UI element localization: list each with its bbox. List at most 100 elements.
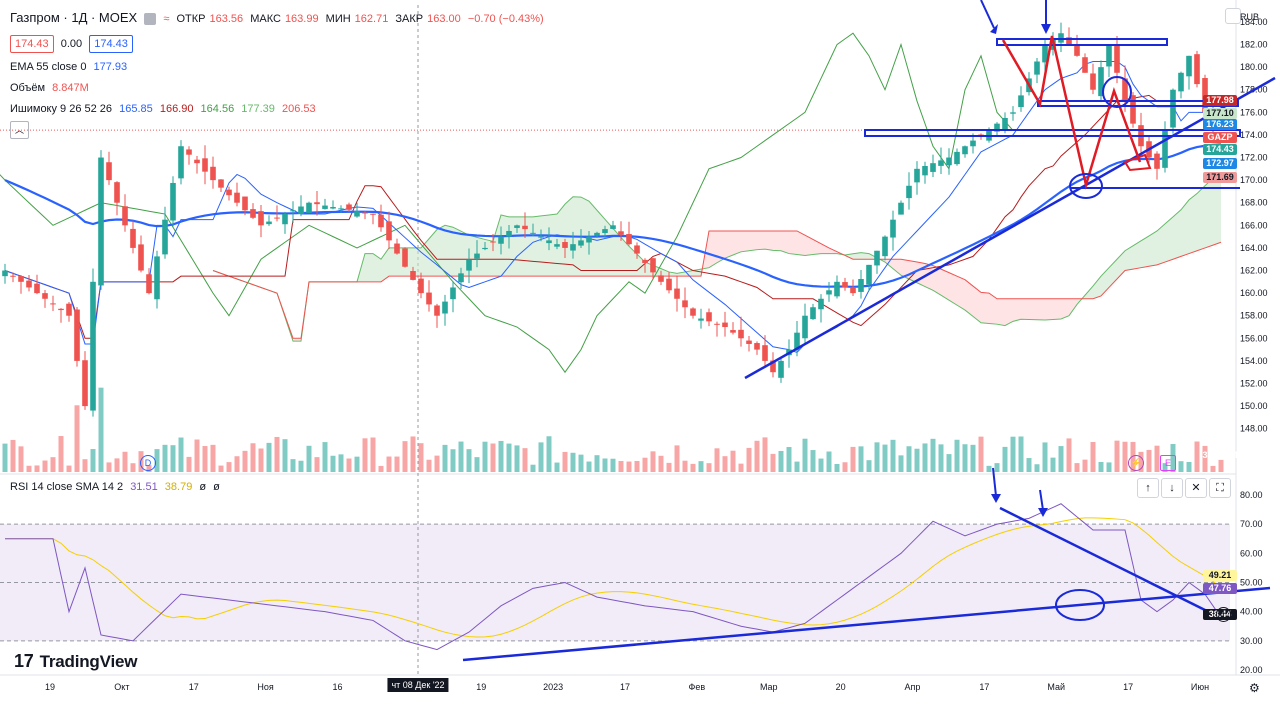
- volume-bar: [1066, 438, 1072, 472]
- maximize-pane-icon[interactable]: ⛶: [1209, 478, 1231, 498]
- candle-body: [266, 221, 272, 225]
- candle-body: [1186, 55, 1192, 77]
- volume-bar: [402, 441, 408, 472]
- close-pane-icon[interactable]: ✕: [1185, 478, 1207, 498]
- crosshair-date-label: чт 08 Дек '22: [387, 678, 449, 692]
- rsi-tick-label: 50.00: [1240, 578, 1263, 588]
- candle-body: [18, 276, 24, 282]
- price-label-senkou-a: 177.10: [1203, 108, 1237, 119]
- candle-body: [314, 202, 320, 205]
- candle-body: [74, 309, 80, 361]
- volume-bar: [882, 444, 888, 472]
- change-value: −0.70 (−0.43%): [467, 13, 544, 25]
- price-tick-label: 156.00: [1240, 333, 1268, 343]
- candle-body: [874, 250, 880, 266]
- ichimoku-cloud-segment: [381, 247, 389, 282]
- candle-body: [130, 228, 136, 248]
- ichimoku-cloud-segment: [1125, 245, 1133, 271]
- ichimoku-cloud-segment: [885, 259, 893, 269]
- volume-bar: [530, 464, 536, 472]
- candle-body: [26, 280, 32, 288]
- candle-body: [1042, 44, 1048, 63]
- candle-body: [626, 234, 632, 245]
- ichimoku-label: Ишимоку 9 26 52 26: [10, 103, 113, 115]
- rsi-legend[interactable]: RSI 14 close SMA 14 2 31.51 38.79 ø ø: [10, 481, 224, 493]
- candle-body: [1018, 95, 1024, 108]
- move-pane-up-icon[interactable]: ↑: [1137, 478, 1159, 498]
- candle-body: [250, 209, 256, 218]
- ichimoku-cloud-segment: [901, 259, 909, 279]
- volume-bar: [714, 448, 720, 472]
- volume-bar: [562, 451, 568, 472]
- price-tick-label: 172.00: [1240, 153, 1268, 163]
- price-tick-label: 152.00: [1240, 379, 1268, 389]
- compare-icon[interactable]: ≈: [163, 13, 170, 25]
- ichimoku-cloud-segment: [757, 230, 765, 250]
- dividend-event-icon[interactable]: D: [140, 455, 156, 471]
- volume-legend[interactable]: Объём 8.847M: [10, 82, 93, 94]
- settings-gear-icon[interactable]: ⚙: [1249, 681, 1260, 695]
- ichimoku-cloud-segment: [933, 265, 941, 296]
- volume-bar: [90, 449, 96, 472]
- ichimoku-cloud-segment: [989, 293, 997, 325]
- lightning-event-icon[interactable]: ⚡: [1128, 455, 1144, 471]
- candle-body: [466, 259, 472, 271]
- collapse-legend: ︿: [10, 121, 33, 139]
- ohlc-high-label: МАКС: [250, 13, 281, 25]
- volume-bar: [986, 465, 992, 472]
- volume-bar: [754, 440, 760, 472]
- move-pane-down-icon[interactable]: ↓: [1161, 478, 1183, 498]
- ohlc-close-value: 163.00: [427, 13, 461, 25]
- volume-bar: [1186, 461, 1192, 472]
- candle-body: [1154, 153, 1160, 169]
- sell-button[interactable]: 174.43: [10, 35, 54, 53]
- candle-body: [850, 287, 856, 294]
- volume-bar: [426, 459, 432, 472]
- add-alert-icon[interactable]: +: [1216, 607, 1231, 622]
- volume-bar: [794, 461, 800, 472]
- rsi-label: RSI 14 close SMA 14 2: [10, 481, 124, 493]
- candle-body: [50, 303, 56, 305]
- volume-bar: [898, 455, 904, 472]
- candle-body: [2, 270, 8, 277]
- settings-square-icon[interactable]: [1225, 8, 1241, 24]
- volume-bar: [386, 456, 392, 472]
- volume-bar: [578, 454, 584, 472]
- ema-legend[interactable]: EMA 55 close 0 177.93: [10, 61, 131, 73]
- candle-body: [226, 189, 232, 196]
- ohlc-close-label: ЗАКР: [395, 13, 424, 25]
- volume-bar: [1170, 444, 1176, 472]
- volume-bar: [202, 446, 208, 472]
- ichimoku-span-b-line: [212, 230, 1222, 339]
- candle-body: [650, 258, 656, 273]
- ichimoku-legend[interactable]: Ишимоку 9 26 52 26 165.85 166.90 164.56 …: [10, 103, 320, 115]
- symbol-title[interactable]: Газпром · 1Д · MOEX: [10, 10, 138, 25]
- volume-bar: [130, 463, 136, 472]
- symbol-legend: Газпром · 1Д · MOEX ≈ ОТКР 163.56 МАКС 163…: [10, 10, 548, 26]
- volume-bar: [546, 436, 552, 472]
- candle-body: [410, 271, 416, 280]
- ichimoku-cloud-segment: [773, 230, 781, 251]
- visibility-toggle-icon[interactable]: [144, 13, 157, 26]
- candle-body: [258, 211, 264, 226]
- volume-bar: [314, 457, 320, 472]
- candle-body: [298, 206, 304, 214]
- buy-button[interactable]: 174.43: [89, 35, 133, 53]
- ichimoku-cloud-segment: [413, 247, 421, 277]
- ichimoku-cloud-segment: [1189, 193, 1197, 254]
- ichimoku-cloud-segment: [717, 230, 725, 263]
- candle-body: [562, 242, 568, 248]
- ichimoku-cloud-segment: [637, 254, 645, 277]
- volume-bar: [762, 437, 768, 472]
- ichimoku-base-line: [4, 94, 1221, 339]
- candle-body: [146, 274, 152, 294]
- ichimoku-cloud-segment: [429, 229, 437, 277]
- collapse-legend-icon[interactable]: ︿: [10, 121, 30, 139]
- candle-body: [938, 160, 944, 166]
- ichimoku-cloud-segment: [709, 230, 717, 268]
- earnings-event-icon[interactable]: E: [1160, 455, 1176, 471]
- rsi-axis-label: 47.76: [1203, 583, 1237, 594]
- ichimoku-cloud-segment: [525, 216, 533, 277]
- volume-bar: [122, 451, 128, 472]
